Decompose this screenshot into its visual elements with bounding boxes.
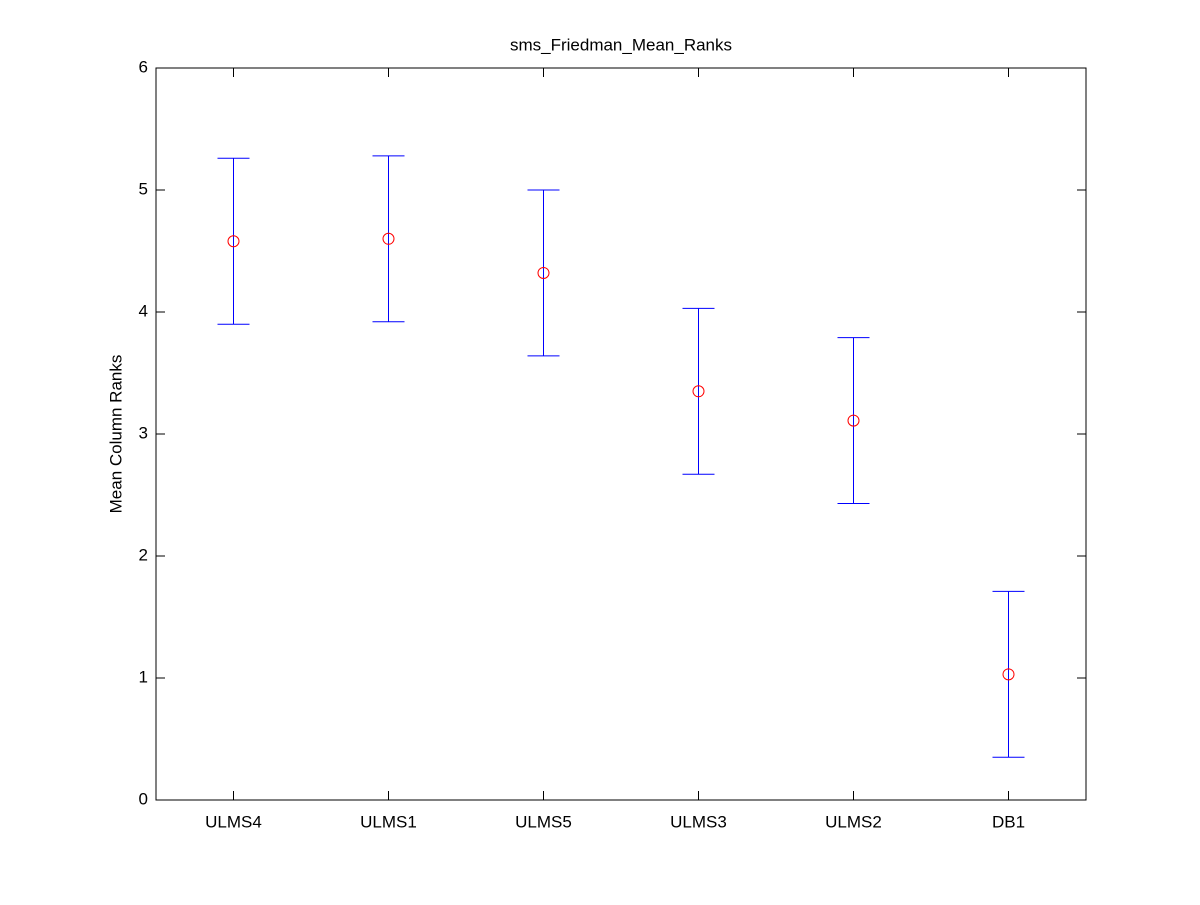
y-tick-label: 5	[139, 179, 148, 198]
y-tick-label: 1	[139, 667, 148, 686]
plot-frame	[155, 67, 1087, 801]
x-tick-label: DB1	[992, 812, 1025, 831]
mean-marker	[1002, 668, 1015, 681]
mean-marker	[692, 385, 705, 398]
mean-marker	[382, 232, 395, 245]
x-tick-label: ULMS1	[360, 812, 417, 831]
x-tick-label: ULMS3	[670, 812, 727, 831]
y-axis-label: Mean Column Ranks	[106, 355, 125, 514]
chart-title: sms_Friedman_Mean_Ranks	[510, 35, 732, 54]
x-tick-label: ULMS5	[515, 812, 572, 831]
mean-marker	[227, 235, 240, 248]
y-tick-label: 6	[139, 57, 148, 76]
y-tick-label: 2	[139, 545, 148, 564]
mean-marker	[847, 414, 860, 427]
y-tick-label: 0	[139, 789, 148, 808]
mean-marker	[537, 266, 550, 279]
y-tick-label: 3	[139, 423, 148, 442]
x-tick-label: ULMS2	[825, 812, 882, 831]
x-tick-label: ULMS4	[205, 812, 262, 831]
y-tick-label: 4	[139, 301, 148, 320]
